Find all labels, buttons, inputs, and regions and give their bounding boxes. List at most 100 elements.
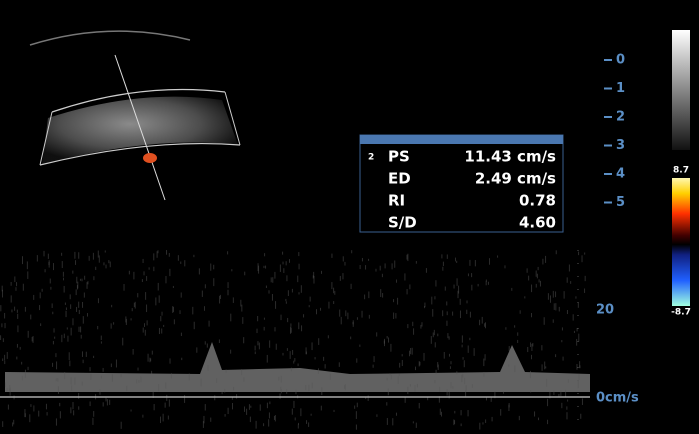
speckle	[152, 391, 154, 399]
speckle	[10, 281, 12, 286]
speckle	[462, 373, 464, 378]
speckle	[214, 395, 216, 401]
speckle	[425, 268, 427, 273]
speckle	[308, 384, 310, 392]
speckle	[555, 291, 557, 298]
speckle	[287, 317, 289, 323]
speckle	[289, 351, 291, 359]
speckle	[67, 335, 69, 342]
speckle	[68, 352, 70, 361]
speckle	[85, 351, 87, 357]
speckle	[549, 295, 551, 303]
speckle	[453, 419, 455, 426]
speckle	[484, 354, 486, 361]
speckle	[78, 392, 80, 399]
speckle	[459, 298, 461, 305]
speckle	[555, 250, 557, 255]
speckle	[580, 413, 582, 419]
speckle	[100, 375, 102, 379]
speckle	[70, 407, 72, 414]
speckle	[93, 411, 95, 417]
speckle	[452, 311, 454, 316]
speckle	[50, 286, 52, 290]
speckle	[213, 264, 215, 270]
speckle	[143, 271, 145, 276]
speckle	[168, 399, 170, 407]
speckle	[188, 373, 190, 381]
speckle	[31, 337, 33, 342]
speckle	[140, 376, 142, 383]
speckle	[16, 282, 18, 287]
speckle	[265, 265, 267, 269]
speckle	[418, 361, 420, 367]
speckle	[297, 424, 299, 429]
speckle	[52, 362, 54, 367]
speckle	[406, 289, 408, 295]
speckle	[404, 273, 406, 281]
speckle	[71, 385, 73, 391]
speckle	[464, 377, 466, 385]
speckle	[82, 316, 84, 324]
speckle	[413, 328, 415, 335]
speckle	[497, 255, 499, 258]
speckle	[437, 364, 439, 370]
speckle	[131, 308, 133, 312]
speckle	[317, 368, 319, 374]
speckle	[27, 330, 29, 338]
speckle	[246, 408, 248, 415]
speckle	[54, 336, 56, 339]
speckle	[446, 311, 448, 316]
speckle	[137, 293, 139, 298]
speckle	[138, 380, 140, 383]
speckle	[0, 335, 2, 341]
speckle	[485, 281, 487, 286]
speckle	[412, 421, 414, 424]
speckle	[409, 350, 411, 357]
speckle	[241, 369, 243, 376]
depth-label: 5	[616, 195, 625, 210]
speckle	[225, 369, 227, 373]
speckle	[461, 344, 463, 348]
speckle	[275, 301, 277, 309]
speckle	[254, 351, 256, 355]
speckle	[397, 376, 399, 384]
speckle	[298, 322, 300, 330]
speckle	[290, 326, 292, 334]
speckle	[98, 255, 100, 263]
speckle	[566, 412, 568, 420]
speckle	[24, 413, 26, 418]
speckle	[359, 344, 361, 347]
speckle	[263, 423, 265, 427]
speckle	[460, 423, 462, 427]
speckle	[575, 296, 577, 299]
speckle	[163, 324, 165, 327]
speckle	[180, 332, 182, 337]
speckle	[263, 317, 265, 320]
speckle	[30, 314, 32, 320]
speckle	[530, 312, 532, 318]
speckle	[555, 303, 557, 311]
speckle	[16, 343, 18, 348]
speckle	[210, 263, 212, 271]
flow-signal	[143, 153, 157, 163]
speckle	[81, 381, 83, 386]
speckle	[39, 292, 41, 299]
speckle	[305, 347, 307, 355]
speckle	[47, 253, 49, 259]
speckle	[456, 371, 458, 375]
speckle	[482, 422, 484, 425]
color-bar	[672, 178, 690, 306]
speckle	[560, 390, 562, 396]
speckle	[240, 299, 242, 307]
speckle	[16, 356, 18, 360]
speckle	[279, 393, 281, 399]
color-scale-min: -8.7	[671, 308, 691, 318]
speckle	[390, 374, 392, 380]
speckle	[143, 323, 145, 327]
speckle	[389, 373, 391, 376]
speckle	[266, 402, 268, 409]
speckle	[313, 276, 315, 284]
speckle	[218, 339, 220, 343]
speckle	[22, 283, 24, 291]
speckle	[321, 387, 323, 396]
